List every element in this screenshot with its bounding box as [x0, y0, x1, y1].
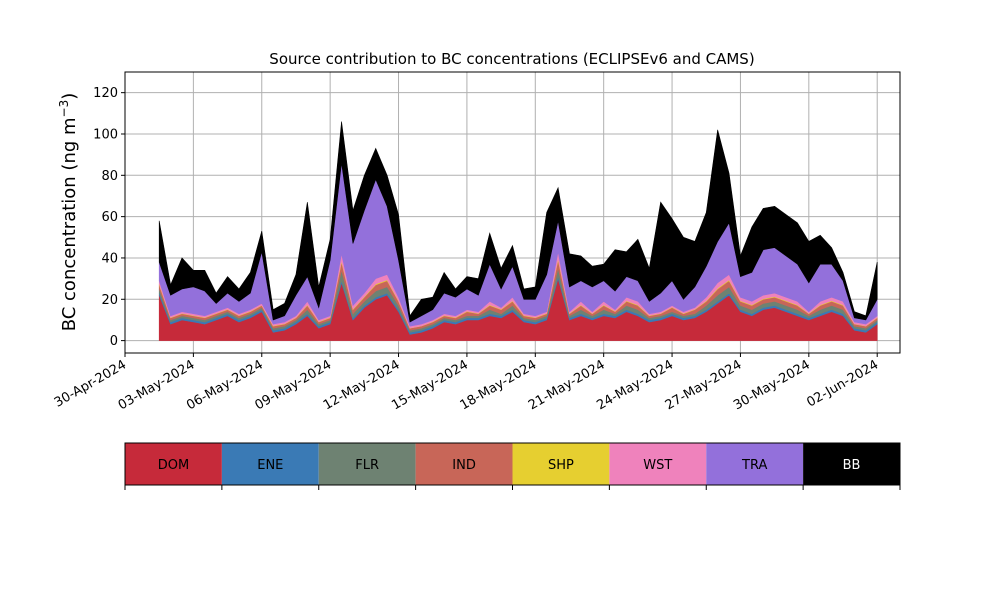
y-tick-label: 80	[101, 169, 118, 184]
x-tick-label: 03-May-2024	[116, 357, 198, 413]
y-tick-label: 40	[101, 251, 118, 266]
x-tick-label: 21-May-2024	[526, 357, 608, 413]
legend-label-flr: FLR	[355, 458, 379, 473]
legend-swatch-bb	[803, 443, 900, 485]
x-axis: 30-Apr-202403-May-202406-May-202409-May-…	[52, 353, 881, 413]
legend-label-ind: IND	[452, 458, 476, 473]
legend-label-dom: DOM	[158, 458, 189, 473]
legend-swatch-ind	[415, 443, 513, 485]
legend-swatch-tra	[706, 443, 804, 485]
y-tick-label: 100	[93, 127, 118, 142]
x-tick-label: 24-May-2024	[594, 357, 676, 413]
y-tick-label: 60	[101, 210, 118, 225]
x-tick-label: 30-May-2024	[731, 357, 813, 413]
y-axis: 0 20 40 60 80 100 120	[93, 86, 125, 349]
legend-swatch-shp	[512, 443, 610, 485]
stacked-area-plot	[158, 121, 878, 341]
x-tick-label: 06-May-2024	[184, 357, 266, 413]
area-series-bb	[158, 121, 878, 323]
x-tick-label: 09-May-2024	[252, 357, 334, 413]
legend-colorbar: DOM ENE FLR IND SHP WST TRA BB	[124, 442, 901, 490]
legend-label-wst: WST	[643, 458, 672, 473]
y-axis-label-close: )	[59, 93, 80, 100]
y-axis-label-main: BC concentration (ng m	[59, 117, 80, 331]
legend-label-tra: TRA	[741, 458, 767, 473]
x-tick-label: 18-May-2024	[458, 357, 540, 413]
x-tick-label: 12-May-2024	[321, 357, 403, 413]
y-axis-label-superscript: −3	[57, 100, 71, 118]
legend-swatch-wst	[609, 443, 707, 485]
y-tick-label: 20	[101, 293, 118, 308]
plot-frame	[124, 71, 901, 354]
legend-label-ene: ENE	[257, 458, 283, 473]
x-tick-label: 27-May-2024	[663, 357, 745, 413]
x-tick-label: 02-Jun-2024	[804, 357, 881, 410]
x-tick-label: 15-May-2024	[389, 357, 471, 413]
legend-swatch-ene	[221, 443, 319, 485]
chart-title: Source contribution to BC concentrations…	[269, 50, 754, 68]
y-axis-label: BC concentration (ng m−3)	[57, 93, 80, 332]
legend-swatch-flr	[318, 443, 416, 485]
y-tick-label: 0	[110, 334, 118, 349]
legend-label-shp: SHP	[548, 458, 574, 473]
legend-label-bb: BB	[843, 458, 861, 473]
y-tick-label: 120	[93, 86, 118, 101]
legend-swatch-dom	[125, 443, 222, 485]
